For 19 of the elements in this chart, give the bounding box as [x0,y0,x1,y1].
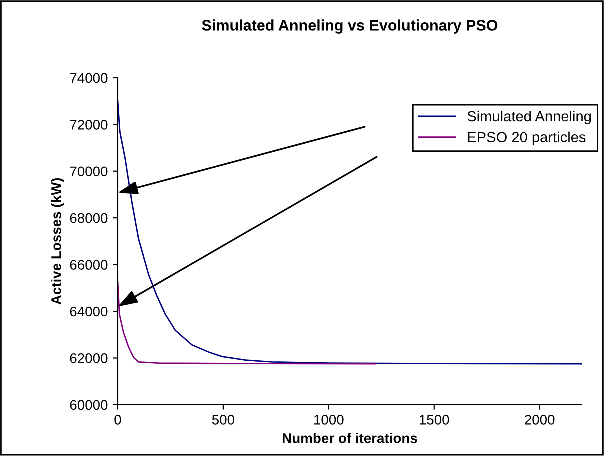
x-axis-title: Number of iterations [283,433,418,444]
legend-label: EPSO 20 particles [468,132,586,146]
line-series [118,281,376,365]
y-axis-title: Active Losses (kW) [51,178,64,305]
y-tick-label: 74000 [70,73,108,84]
y-tick-label: 64000 [70,306,108,317]
y-tick-label: 66000 [70,260,108,270]
y-tick-label: 70000 [70,166,108,177]
x-tick-label: 1500 [420,415,450,425]
y-tick-label: 68000 [70,213,108,224]
x-tick-label: 500 [212,415,234,425]
chart-title: Simulated Anneling vs Evolutionary PSO [202,20,498,34]
x-tick-label: 2000 [525,415,555,425]
x-tick-label: 1000 [314,415,344,425]
legend-label: Simulated Anneling [468,110,592,125]
x-tick-label: 0 [114,415,122,425]
y-tick-label: 72000 [70,120,108,130]
y-tick-label: 60000 [70,400,108,410]
y-tick-label: 62000 [70,354,108,364]
